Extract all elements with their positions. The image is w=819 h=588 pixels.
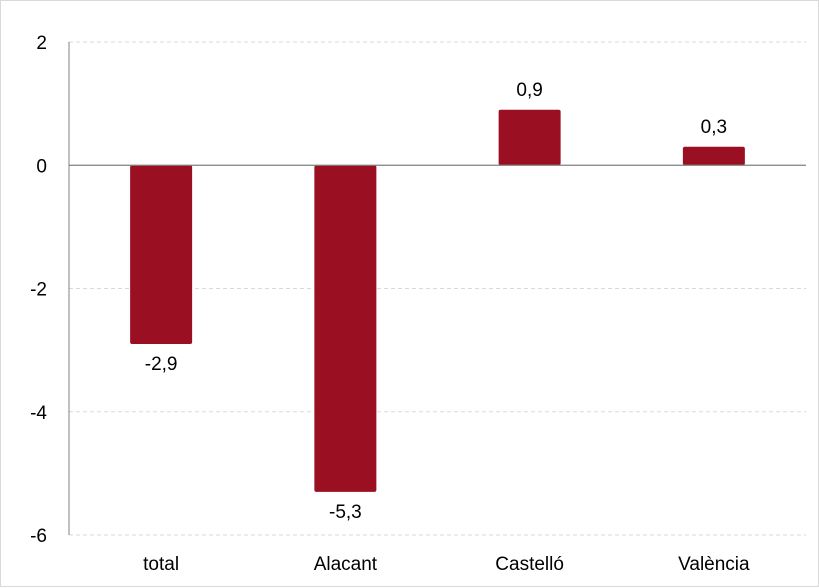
category-label: València	[678, 554, 750, 575]
category-label: total	[143, 554, 179, 575]
bar	[130, 165, 193, 344]
bar	[314, 165, 377, 492]
category-label: Castelló	[495, 554, 564, 575]
bar	[682, 146, 745, 166]
data-label: -5,3	[329, 502, 362, 523]
y-tick-label: 0	[36, 156, 47, 177]
data-label: 0,3	[701, 117, 727, 138]
y-tick-label: -4	[30, 403, 47, 424]
bar	[498, 109, 561, 166]
y-tick-label: -6	[30, 526, 47, 547]
category-label: Alacant	[314, 554, 378, 575]
data-label: -2,9	[145, 354, 178, 375]
data-label: 0,9	[516, 80, 542, 101]
y-tick-label: -2	[30, 280, 47, 301]
y-tick-label: 2	[36, 33, 47, 54]
